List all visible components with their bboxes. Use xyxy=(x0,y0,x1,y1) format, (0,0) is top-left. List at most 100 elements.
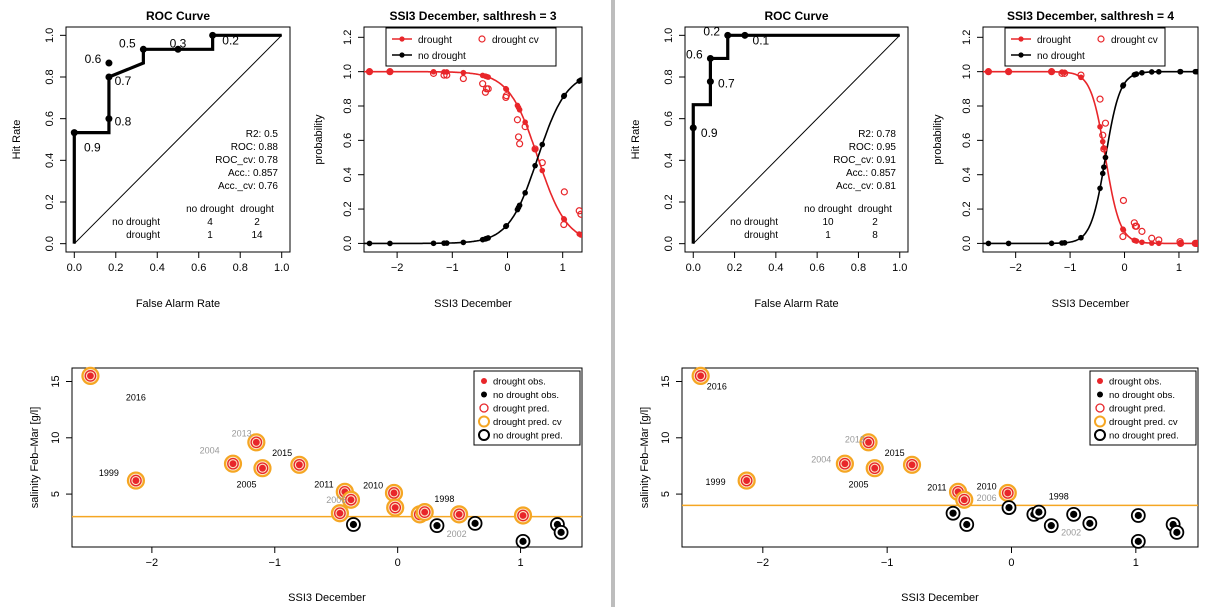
logit-left-cv-point xyxy=(443,71,451,79)
bottom-right-year-label: 2016 xyxy=(707,381,727,391)
logit-right-nodrought-point xyxy=(1156,68,1162,75)
logit-right-ytick-label: 0.6 xyxy=(961,133,973,148)
roc-left-table-cell: 1 xyxy=(207,230,213,241)
roc-right-stat: R2: 0.78 xyxy=(858,129,896,140)
logit-left-plot-frame xyxy=(363,26,583,253)
bottom-left-pred-ring xyxy=(389,501,402,514)
logit-left-xlabel: SSI3 December xyxy=(434,298,512,310)
logit-left-drought-point xyxy=(532,146,538,153)
logit-right-plot-frame xyxy=(982,26,1199,253)
roc-right-table-cell: 2 xyxy=(872,217,878,228)
bottom-left-legend-label: drought pred. xyxy=(493,404,550,415)
logit-left-ytick-label: 0.0 xyxy=(342,236,354,251)
logit-right-nodrought-point xyxy=(1102,154,1109,161)
logit-left-drought-point xyxy=(516,106,523,113)
logit-left-ytick-label: 0.4 xyxy=(342,167,354,182)
logit-left-cv-point xyxy=(577,210,582,218)
logit-left-cv-point xyxy=(538,159,546,167)
roc-right-stat: Acc.: 0.857 xyxy=(846,168,896,179)
bottom-left-ytick-label: 5 xyxy=(50,491,62,497)
bottom-right-obs-point xyxy=(1086,519,1094,527)
bottom-right-legend-label: no drought obs. xyxy=(1109,390,1175,401)
bottom-right-obs-point xyxy=(1004,489,1012,497)
logit-right-legend-marker xyxy=(1018,36,1024,42)
bottom-right-obs-point xyxy=(871,464,879,472)
bottom-left-obs-point xyxy=(349,520,358,529)
roc-right-ylabel: Hit Rate xyxy=(630,120,642,160)
bottom-left-year-label: 1999 xyxy=(99,468,119,478)
bottom-left-year-label: 2013 xyxy=(232,429,252,439)
roc-right-diagonal xyxy=(692,34,901,245)
roc-left-table-rowlabel: drought xyxy=(126,230,160,241)
roc-right-xtick-label: 0.0 xyxy=(686,262,701,274)
bottom-right-obs-point xyxy=(1134,511,1142,520)
bottom-right-year-label: 1999 xyxy=(706,477,726,487)
logit-right-drought-point xyxy=(1005,68,1012,75)
bottom-left-legend-label: no drought obs. xyxy=(493,390,559,401)
bottom-left-legend-label: no drought pred. xyxy=(493,431,563,442)
logit-left-ytick-label: 0.6 xyxy=(342,133,354,148)
roc-left-table-cell: 4 xyxy=(207,217,213,228)
bottom-left-xlabel: SSI3 December xyxy=(288,592,366,604)
logit-right-nodrought-point xyxy=(1177,68,1184,75)
logit-left-title: SSI3 December, salthresh = 3 xyxy=(389,9,556,23)
roc-left-threshold-label: 0.6 xyxy=(85,52,102,66)
logit-left-xtick-label: −1 xyxy=(446,262,459,274)
roc-right-stat: ROC: 0.95 xyxy=(849,142,897,153)
logit-left-ytick-label: 1.0 xyxy=(342,64,354,79)
logit-left-xtick-label: −2 xyxy=(391,262,404,274)
bottom-right-legend-marker xyxy=(1094,415,1106,428)
bottom-right-obs-point xyxy=(1005,503,1013,512)
logit-left-nodrought-point xyxy=(561,92,568,99)
logit-right-nodrought-curve xyxy=(983,70,1198,245)
logit-left-legend-marker xyxy=(399,52,405,58)
logit-right-nodrought-point xyxy=(1139,69,1145,76)
logit-left-drought-point xyxy=(561,216,568,223)
bottom-right-pred-ring xyxy=(868,462,881,475)
logit-right-xtick-label: −2 xyxy=(1009,262,1022,274)
logit-right-ytick-label: 0.2 xyxy=(961,201,973,216)
logit-left-cv-point xyxy=(386,68,394,76)
logit-left-cv-point xyxy=(521,123,529,131)
bottom-right-xtick-label: 0 xyxy=(1008,557,1014,569)
logit-right-plot-area xyxy=(983,68,1198,248)
logit-right-drought-point xyxy=(1133,238,1140,244)
bottom-right-pred-ring xyxy=(694,370,707,382)
bottom-right-year-label: 2013 xyxy=(845,434,865,444)
roc-right-title: ROC Curve xyxy=(764,9,828,23)
roc-right-threshold-label: 0.7 xyxy=(718,77,735,91)
bottom-right-legend-marker xyxy=(1095,403,1105,413)
logit-right-nodrought-point xyxy=(1120,82,1127,88)
roc-left-panel: ROC Curve 0.0 0.2 0.4 0.6 0.8 1.0 0.0 0.2 0.4 0.6 0… xyxy=(11,9,291,310)
roc-left-table-head: drought xyxy=(240,204,274,215)
logit-right-cv-point xyxy=(1096,95,1104,103)
bottom-right-legend-marker xyxy=(1097,391,1103,398)
roc-right-roc-point xyxy=(689,124,697,132)
logit-left-cv-point xyxy=(575,207,582,215)
roc-right-stat: Acc._cv: 0.81 xyxy=(836,181,896,192)
bottom-left-year-label: 2002 xyxy=(447,529,467,539)
logit-right-cv-point xyxy=(1061,69,1069,77)
logit-right-ytick-label: 0.0 xyxy=(961,236,973,251)
logit-left-drought-point xyxy=(460,69,467,76)
logit-right-nodrought-point xyxy=(1148,69,1155,75)
bottom-right-obs-point xyxy=(1173,528,1181,536)
roc-left-stat: Acc._cv: 0.76 xyxy=(218,181,278,192)
roc-right-ytick-label: 0.0 xyxy=(663,236,675,251)
logit-right-cv-point xyxy=(1138,227,1146,235)
roc-left-plot-frame xyxy=(65,26,291,253)
logit-right-nodrought-point xyxy=(1097,185,1103,192)
bottom-right-xlabel: SSI3 December xyxy=(901,592,979,604)
logit-left-nodrought-point xyxy=(578,77,582,83)
roc-left-roc-point xyxy=(105,59,113,67)
bottom-right-legend-label: drought pred. xyxy=(1109,404,1166,415)
roc-left-stat: ROC: 0.88 xyxy=(231,142,279,153)
roc-left-stat: R2: 0.5 xyxy=(246,129,279,140)
bottom-left-ytick-label: 15 xyxy=(50,375,62,387)
bottom-right-legend-label: drought obs. xyxy=(1109,377,1162,388)
bottom-left-plot-frame xyxy=(71,367,583,548)
logit-right-cv-point xyxy=(1099,131,1107,139)
bottom-left-ylabel: salinity Feb–Mar [g/l] xyxy=(29,407,41,508)
